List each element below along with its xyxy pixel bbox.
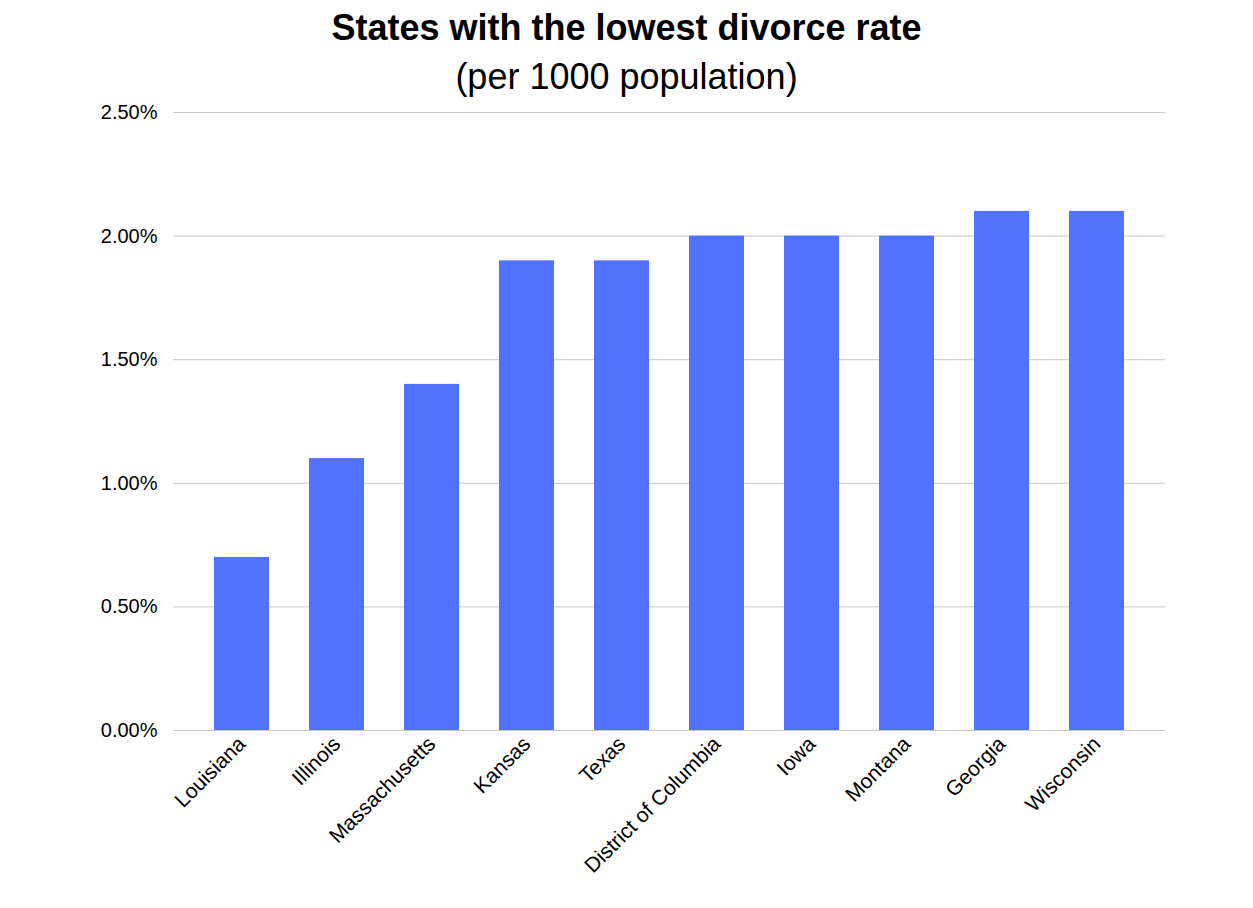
svg-text:Montana: Montana xyxy=(841,732,915,806)
html-text:States with the lowest divorce: States with the lowest divorce rate xyxy=(331,7,922,48)
svg-text:Wisconsin: Wisconsin xyxy=(1021,732,1105,816)
svg-text:1.00%: 1.00% xyxy=(101,472,158,494)
svg-text:Louisiana: Louisiana xyxy=(170,732,250,812)
svg-text:2.00%: 2.00% xyxy=(101,225,158,247)
svg-text:Texas: Texas xyxy=(575,732,630,787)
svg-text:Iowa: Iowa xyxy=(772,732,820,780)
svg-text:District of Columbia: District of Columbia xyxy=(580,732,725,877)
svg-text:0.50%: 0.50% xyxy=(101,595,158,617)
svg-text:Kansas: Kansas xyxy=(469,732,535,798)
html-text:(per 1000 population): (per 1000 population) xyxy=(455,56,798,97)
svg-text:Illinois: Illinois xyxy=(287,732,345,790)
svg-text:Georgia: Georgia xyxy=(940,732,1009,801)
svg-text:2.50%: 2.50% xyxy=(101,101,158,123)
svg-text:1.50%: 1.50% xyxy=(101,348,158,370)
svg-text:0.00%: 0.00% xyxy=(101,719,158,741)
svg-text:Massachusetts: Massachusetts xyxy=(324,732,439,847)
